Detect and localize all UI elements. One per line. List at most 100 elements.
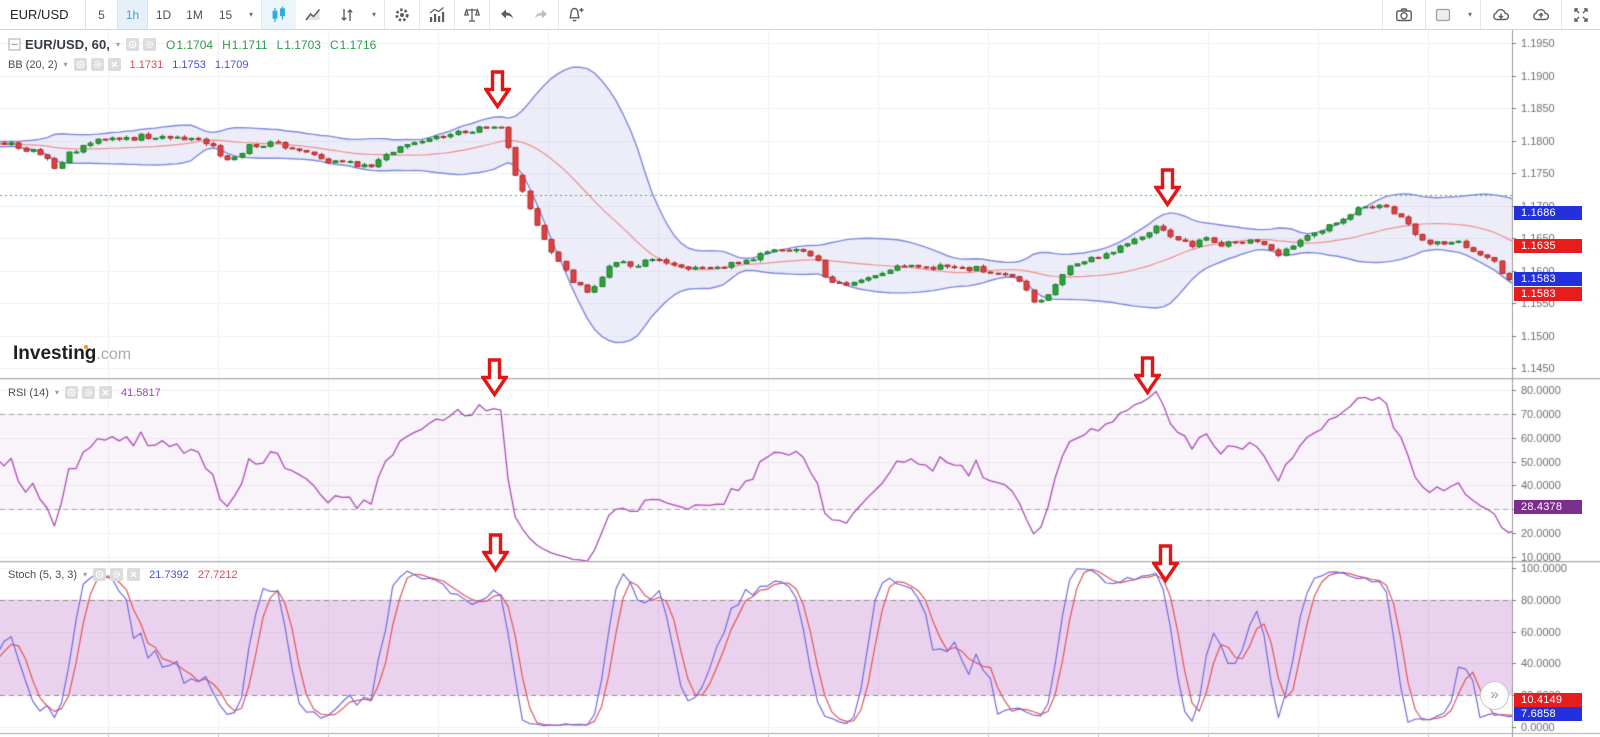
settings-button[interactable] [385,0,419,29]
camera-icon [1396,7,1412,21]
area-chart-icon [305,8,321,20]
series-settings-icon[interactable] [143,38,157,51]
symbol-label: EUR/USD [10,7,69,22]
bb-value-1: 1.1731 [129,58,164,71]
gear-icon [395,7,409,22]
toolbar-separator [261,0,262,29]
main-series-legend: EUR/USD, 60, ▾ O 1.1704 H 1.1711 L 1.1703 C… [8,37,376,52]
save-chart-button[interactable] [1521,0,1561,29]
visibility-toggle-icon[interactable] [73,58,87,71]
annotation-arrow-down-main [1154,168,1181,208]
rsi-value: 41.5817 [120,386,161,399]
annotation-arrow-down-rsi [1134,356,1161,396]
main-price-tag: 1.1583 [1514,287,1582,301]
watermark-name: Investing [13,343,97,364]
chevron-down-icon[interactable]: ▾ [116,40,121,49]
ohlc-o: O 1.1704 [166,37,214,52]
rsi-indicator-legend: RSI (14) ▾ 41.5817 [8,386,161,399]
interval-buttons: 5 1h 1D 1M 15 [86,0,241,29]
up-down-arrows-icon [341,8,353,21]
ohlc-c: C 1.1716 [329,37,377,52]
interval-button-1D[interactable]: 1D [155,7,172,22]
toolbar-separator [558,0,559,29]
toolbar-separator [384,0,385,29]
investing-watermark: Investing.com [13,343,131,365]
compare-arrows-button[interactable] [330,0,364,29]
compare-button[interactable] [455,0,489,29]
chevron-down-icon[interactable]: ▾ [63,60,68,69]
indicator-settings-icon[interactable] [90,58,104,71]
indicator-settings-icon[interactable] [81,386,95,399]
chart-type-line-button[interactable] [296,0,330,29]
annotation-arrow-down-stoch [482,533,509,573]
annotation-arrow-down-main [484,70,511,110]
visibility-toggle-icon[interactable] [93,568,107,581]
toolbar-separator [489,0,490,29]
cloud-download-icon [1493,8,1510,20]
stoch-price-tag: 7.6858 [1514,707,1582,721]
chart-type-candles-button[interactable] [262,0,296,29]
interval-button-15[interactable]: 15 [218,7,233,22]
toolbar-left-group: EUR/USD 5 1h 1D 1M 15 ▾ [0,0,1382,29]
rsi-price-tag: 28.4378 [1514,500,1582,514]
indicators-button[interactable] [420,0,454,29]
main-price-tag: 1.1686 [1514,206,1582,220]
symbol-input[interactable]: EUR/USD [0,0,86,29]
bb-value-2: 1.1753 [172,58,206,71]
remove-indicator-icon[interactable] [107,58,121,71]
undo-button[interactable] [490,0,524,29]
chevron-down-icon: ▾ [248,10,253,19]
chart-type-dropdown-button[interactable]: ▾ [364,0,384,29]
ohlc-l: L 1.1703 [276,37,321,52]
annotation-arrow-down-rsi [481,358,508,398]
remove-indicator-icon[interactable] [98,386,112,399]
interval-button-5[interactable]: 5 [98,7,105,22]
collapse-pane-icon[interactable] [8,38,21,51]
indicators-icon [429,6,445,22]
bb-indicator-legend: BB (20, 2) ▾ 1.1731 1.1753 1.1709 [8,58,249,71]
scales-icon [463,7,481,22]
toolbar-right-group: ▾ [1382,0,1600,29]
stoch-price-tag: 10.4149 [1514,693,1582,707]
layout-select-button[interactable] [1426,0,1460,29]
watermark-tld: .com [96,346,132,363]
toolbar-separator [1425,0,1426,29]
toolbar-separator [419,0,420,29]
bb-value-3: 1.1709 [214,58,249,71]
scroll-to-recent-button[interactable]: » [1480,681,1509,710]
annotation-arrow-down-stoch [1152,544,1179,584]
fullscreen-icon [1574,7,1588,22]
remove-indicator-icon[interactable] [127,568,141,581]
layout-dropdown-button[interactable]: ▾ [1460,0,1480,29]
indicator-title[interactable]: Stoch (5, 3, 3) [8,568,78,581]
indicator-settings-icon[interactable] [110,568,124,581]
redo-button[interactable] [524,0,558,29]
visibility-toggle-icon[interactable] [64,386,78,399]
interval-button-1M[interactable]: 1M [186,7,203,22]
fullscreen-button[interactable] [1562,0,1600,29]
visibility-toggle-icon[interactable] [126,38,140,51]
redo-arrow-icon [535,9,547,19]
chevron-down-icon[interactable]: ▾ [54,388,59,397]
toolbar-separator [1561,0,1562,29]
watermark-orange-dot [84,345,88,349]
toolbar-separator [1382,0,1383,29]
snapshot-button[interactable] [1383,0,1425,29]
stoch-values: 21.7392 27.7212 [149,569,238,581]
load-chart-button[interactable] [1481,0,1521,29]
top-toolbar: EUR/USD 5 1h 1D 1M 15 ▾ [0,0,1600,30]
series-title[interactable]: EUR/USD, 60, [25,37,111,52]
indicator-title[interactable]: RSI (14) [8,386,49,399]
cloud-upload-icon [1533,8,1550,20]
chevron-down-icon[interactable]: ▾ [83,570,88,579]
layout-square-icon [1435,8,1451,21]
interval-button-1h[interactable]: 1h [117,0,148,29]
ohlc-values: O 1.1704 H 1.1711 L 1.1703 C 1.1716 [166,38,376,52]
interval-dropdown-button[interactable]: ▾ [241,0,261,29]
add-alert-button[interactable] [559,0,593,29]
indicator-title[interactable]: BB (20, 2) [8,58,58,71]
chevron-down-icon: ▾ [1467,10,1472,19]
undo-arrow-icon [501,9,513,19]
